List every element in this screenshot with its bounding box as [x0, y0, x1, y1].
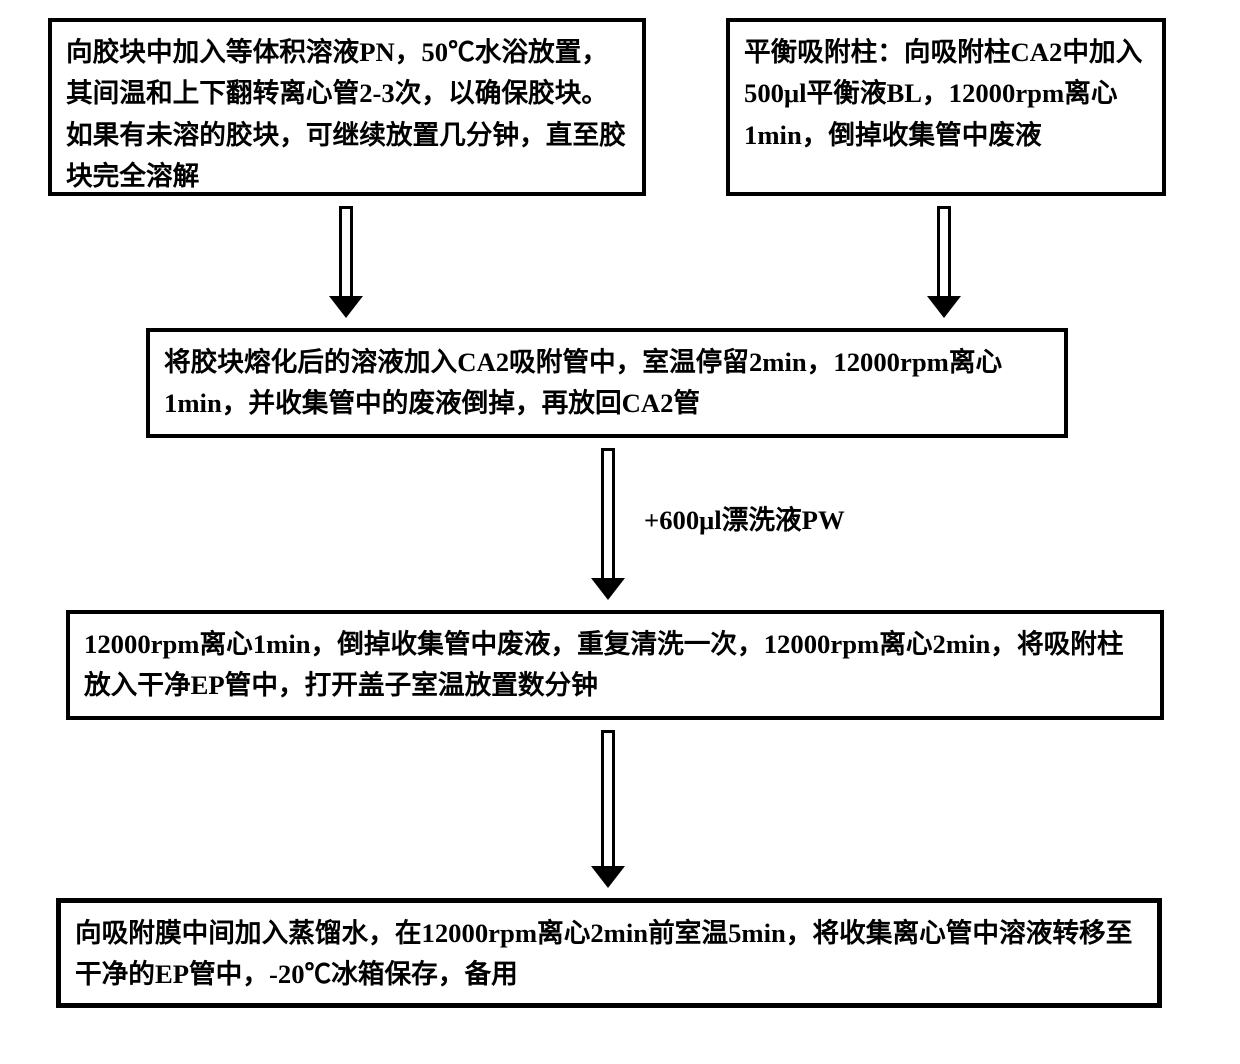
- arrow-2-to-3: [591, 448, 625, 600]
- arrow-1a-to-2: [329, 206, 363, 318]
- flowchart-canvas: 向胶块中加入等体积溶液PN，50℃水浴放置，其间温和上下翻转离心管2-3次，以确…: [0, 0, 1240, 1064]
- flowchart-step-1a: 向胶块中加入等体积溶液PN，50℃水浴放置，其间温和上下翻转离心管2-3次，以确…: [48, 18, 646, 196]
- flowchart-step-4: 向吸附膜中间加入蒸馏水，在12000rpm离心2min前室温5min，将收集离心…: [56, 898, 1162, 1008]
- arrow-1b-to-2: [927, 206, 961, 318]
- step-2-text: 将胶块熔化后的溶液加入CA2吸附管中，室温停留2min，12000rpm离心1m…: [164, 347, 1002, 418]
- flowchart-step-1b: 平衡吸附柱：向吸附柱CA2中加入500μl平衡液BL，12000rpm离心1mi…: [726, 18, 1166, 196]
- flowchart-step-2: 将胶块熔化后的溶液加入CA2吸附管中，室温停留2min，12000rpm离心1m…: [146, 328, 1068, 438]
- arrow-shaft: [937, 206, 951, 298]
- arrow-shaft: [601, 448, 615, 580]
- arrow-shaft: [339, 206, 353, 298]
- arrow-head-icon: [329, 296, 363, 318]
- step-4-text: 向吸附膜中间加入蒸馏水，在12000rpm离心2min前室温5min，将收集离心…: [75, 918, 1132, 989]
- arrow-head-icon: [591, 866, 625, 888]
- arrow-head-icon: [591, 578, 625, 600]
- arrow-3-to-4: [591, 730, 625, 888]
- step-1a-text: 向胶块中加入等体积溶液PN，50℃水浴放置，其间温和上下翻转离心管2-3次，以确…: [66, 37, 626, 191]
- arrow-shaft: [601, 730, 615, 868]
- step-1b-text: 平衡吸附柱：向吸附柱CA2中加入500μl平衡液BL，12000rpm离心1mi…: [744, 37, 1142, 150]
- arrow-head-icon: [927, 296, 961, 318]
- edge-label-pw-text: +600μl漂洗液PW: [644, 505, 845, 535]
- flowchart-step-3: 12000rpm离心1min，倒掉收集管中废液，重复清洗一次，12000rpm离…: [66, 610, 1164, 720]
- edge-label-pw: +600μl漂洗液PW: [644, 498, 845, 537]
- step-3-text: 12000rpm离心1min，倒掉收集管中废液，重复清洗一次，12000rpm离…: [84, 629, 1124, 700]
